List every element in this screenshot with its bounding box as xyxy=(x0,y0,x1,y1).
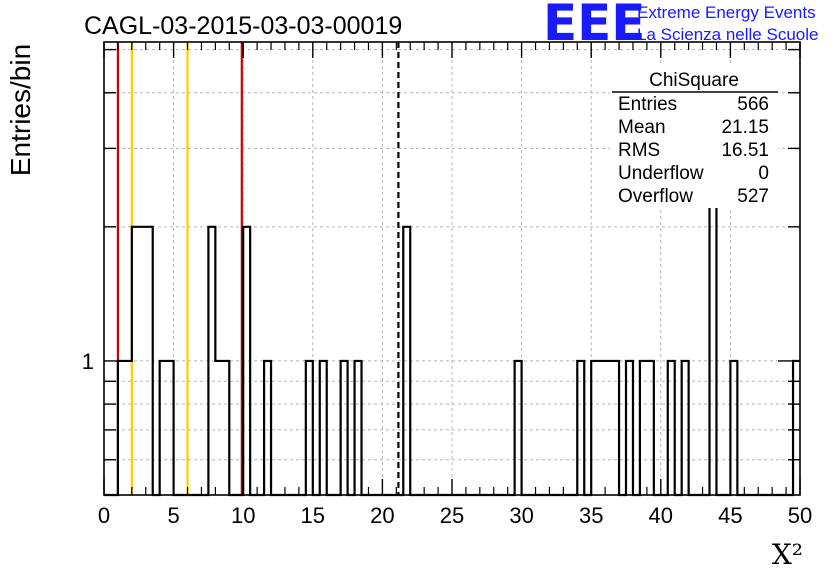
y-tick-labels: 1 xyxy=(82,349,94,374)
x-tick-label: 10 xyxy=(231,503,255,528)
x-tick-label: 5 xyxy=(167,503,179,528)
x-tick-label: 35 xyxy=(579,503,603,528)
y-axis-label: Entries/bin xyxy=(5,44,36,176)
logo-mark: EEE xyxy=(543,0,645,52)
x-tick-label: 45 xyxy=(718,503,742,528)
x-tick-label: 20 xyxy=(370,503,394,528)
stats-label-mean: Mean xyxy=(618,117,666,138)
x-tick-label: 40 xyxy=(649,503,673,528)
stats-value-mean: 21.15 xyxy=(721,117,769,138)
stats-value-rms: 16.51 xyxy=(721,140,769,161)
x-axis-label: X² xyxy=(772,538,803,571)
stats-label-underflow: Underflow xyxy=(618,163,704,184)
x-tick-label: 0 xyxy=(98,503,110,528)
stats-box-bg xyxy=(610,66,778,208)
logo-line1: Extreme Energy Events xyxy=(637,3,816,22)
eee-logo: EEE Extreme Energy Events La Scienza nel… xyxy=(543,0,818,52)
chart-title: CAGL-03-2015-03-03-00019 xyxy=(84,12,402,40)
stats-label-overflow: Overflow xyxy=(618,186,693,207)
stats-value-underflow: 0 xyxy=(758,163,769,184)
x-tick-label: 25 xyxy=(440,503,464,528)
grid xyxy=(104,42,800,495)
stats-value-overflow: 527 xyxy=(737,186,769,207)
x-tick-labels: 0 5 10 15 20 25 30 35 40 45 50 xyxy=(98,503,812,528)
axis-ticks xyxy=(103,42,801,495)
stats-label-rms: RMS xyxy=(618,140,660,161)
x-tick-label: 50 xyxy=(788,503,812,528)
stats-value-entries: 566 xyxy=(737,94,769,115)
stats-label-entries: Entries xyxy=(618,94,677,115)
stats-box: ChiSquare Entries 566 Mean 21.15 RMS 16.… xyxy=(610,66,778,208)
reference-lines xyxy=(116,42,400,495)
y-tick-label: 1 xyxy=(82,349,94,374)
logo-line2: La Scienza nelle Scuole xyxy=(637,25,818,44)
stats-title: ChiSquare xyxy=(649,70,739,91)
x-tick-label: 30 xyxy=(509,503,533,528)
x-tick-label: 15 xyxy=(301,503,325,528)
